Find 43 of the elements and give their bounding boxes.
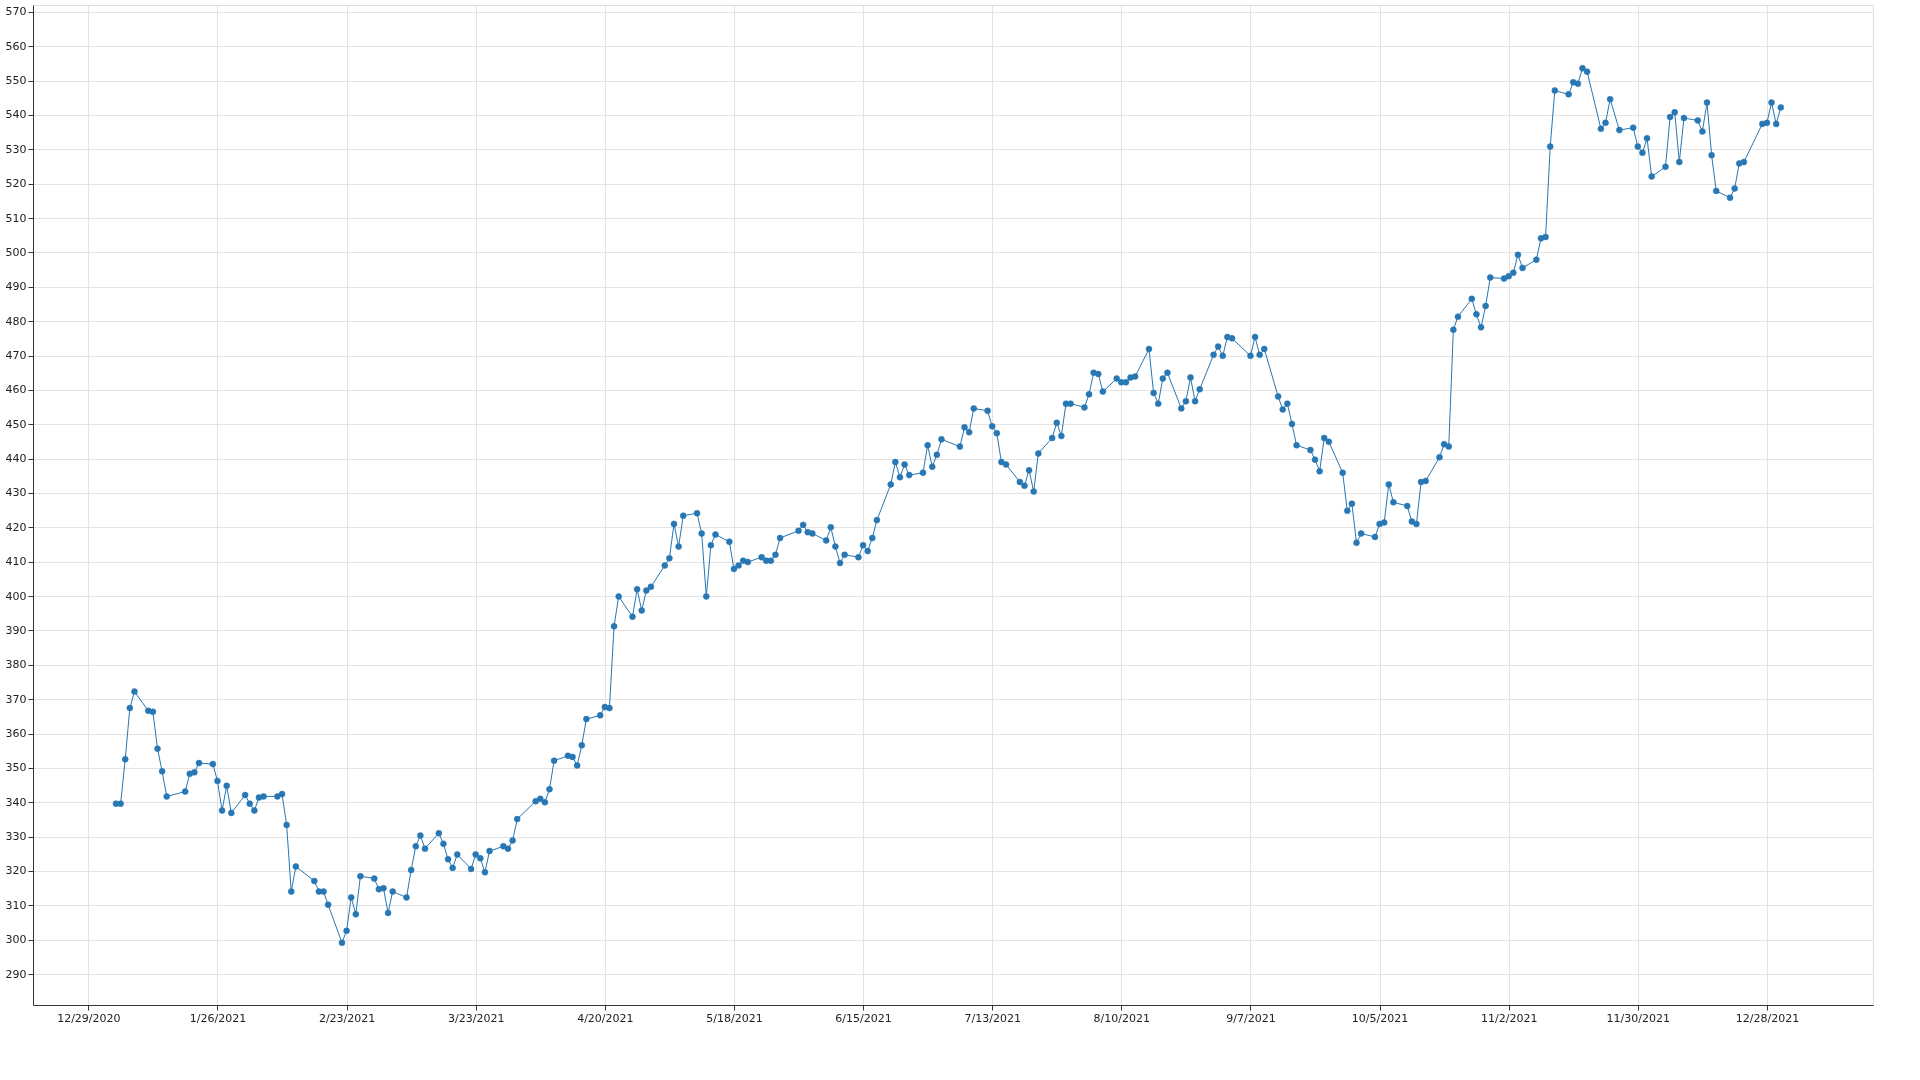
y-tick-label: 430 bbox=[5, 486, 27, 500]
x-tick-label: 8/10/2021 bbox=[1093, 1011, 1151, 1025]
y-tick-label: 500 bbox=[5, 245, 27, 259]
y-tick-label: 340 bbox=[5, 795, 27, 809]
x-tick-label: 9/7/2021 bbox=[1226, 1011, 1276, 1025]
x-tick-label: 2/23/2021 bbox=[318, 1011, 376, 1025]
y-tick-label: 490 bbox=[5, 280, 27, 294]
y-tick-label: 550 bbox=[5, 74, 27, 88]
y-tick-label: 330 bbox=[5, 830, 27, 844]
y-tick-label: 570 bbox=[5, 5, 27, 19]
y-tick-label: 530 bbox=[5, 142, 27, 156]
y-tick-label: 520 bbox=[5, 177, 27, 191]
y-tick-label: 400 bbox=[5, 589, 27, 603]
x-tick-label: 6/15/2021 bbox=[835, 1011, 892, 1025]
y-tick-label: 510 bbox=[5, 211, 27, 225]
x-tick-label: 1/26/2021 bbox=[189, 1011, 247, 1025]
y-tick-label: 410 bbox=[5, 555, 27, 569]
y-tick-label: 480 bbox=[5, 314, 27, 328]
y-tick-label: 460 bbox=[5, 383, 27, 397]
y-tick-label: 560 bbox=[5, 39, 27, 53]
y-tick-label: 390 bbox=[5, 623, 27, 637]
x-tick-label: 4/20/2021 bbox=[577, 1011, 634, 1025]
x-tick-label: 12/28/2021 bbox=[1735, 1011, 1800, 1025]
y-tick-label: 370 bbox=[5, 692, 27, 706]
x-tick-label: 11/30/2021 bbox=[1606, 1011, 1671, 1025]
y-tick-label: 470 bbox=[5, 349, 27, 363]
x-tick-label: 7/13/2021 bbox=[964, 1011, 1021, 1025]
y-tick-label: 350 bbox=[5, 761, 27, 775]
y-tick-label: 320 bbox=[5, 864, 27, 878]
x-tick-label: 12/29/2020 bbox=[57, 1011, 121, 1025]
y-tick-label: 300 bbox=[5, 933, 27, 947]
y-tick-label: 290 bbox=[5, 967, 27, 981]
y-tick-label: 310 bbox=[5, 898, 27, 912]
y-tick-label: 380 bbox=[5, 658, 27, 672]
y-tick-label: 360 bbox=[5, 727, 27, 741]
x-tick-label: 5/18/2021 bbox=[706, 1011, 763, 1025]
x-tick-label: 3/23/2021 bbox=[448, 1011, 505, 1025]
y-tick-label: 440 bbox=[5, 452, 27, 466]
x-tick-label: 11/2/2021 bbox=[1480, 1011, 1538, 1025]
y-tick-label: 420 bbox=[5, 520, 27, 534]
y-tick-label: 540 bbox=[5, 108, 27, 122]
x-tick-label: 10/5/2021 bbox=[1351, 1011, 1409, 1025]
y-tick-label: 450 bbox=[5, 417, 27, 431]
